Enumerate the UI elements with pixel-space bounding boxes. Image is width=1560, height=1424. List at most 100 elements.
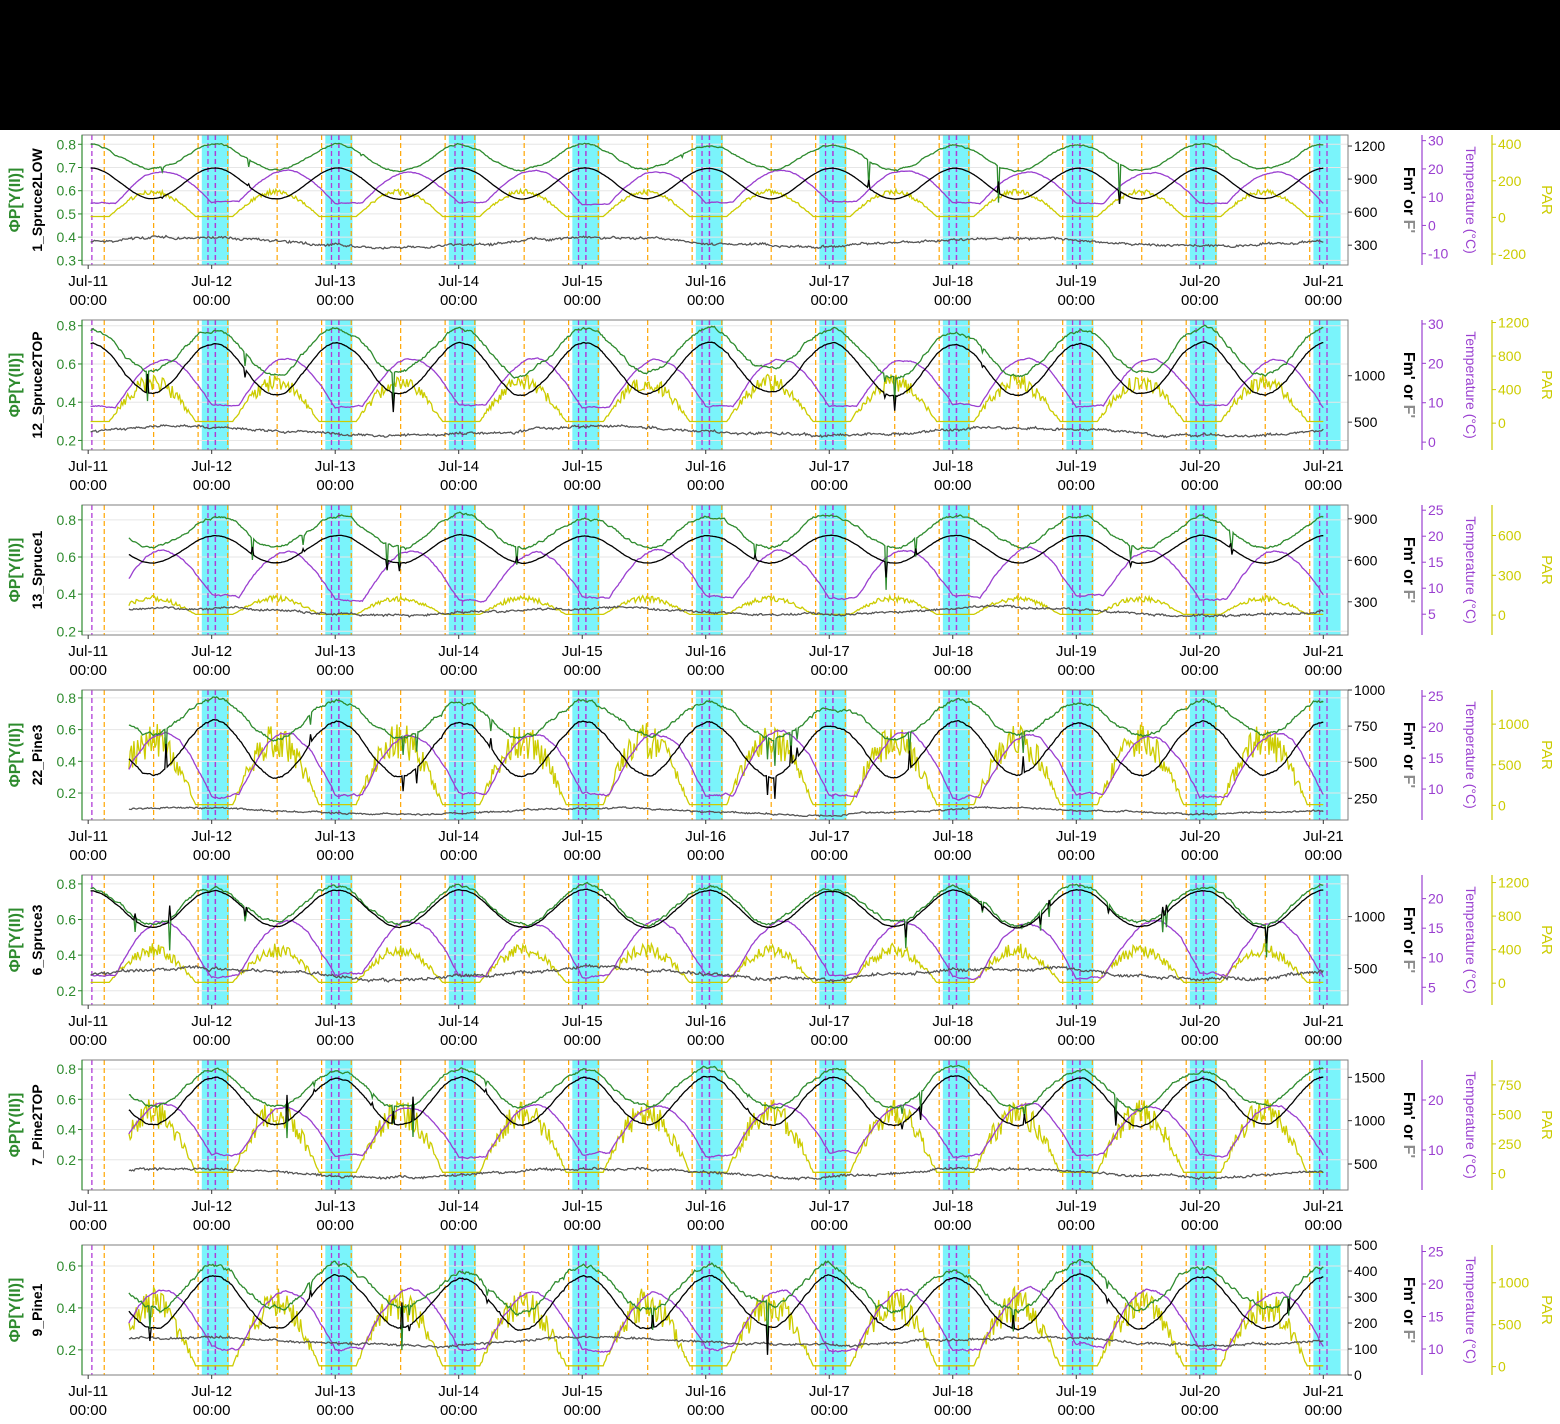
par-tick-label: 300 [1498, 567, 1522, 583]
fm-axis-title-part: Fm' [1400, 537, 1417, 569]
x-tick-time: 00:00 [1181, 1402, 1219, 1419]
panel-13_Spruce1: 0.2 0.4 0.6 0.8 ΦP[Y(II)] 13_Spruce1 300 600 900… [7, 502, 1555, 679]
x-tick-time: 00:00 [934, 1402, 972, 1419]
fm-axis-title-part: F' [1400, 960, 1417, 974]
x-tick-date: Jul-19 [1056, 828, 1097, 845]
fm-tick-label: 600 [1354, 552, 1378, 568]
x-tick-time: 00:00 [1057, 292, 1095, 309]
x-tick-date: Jul-12 [191, 1383, 232, 1400]
x-tick-time: 00:00 [934, 662, 972, 679]
x-tick-time: 00:00 [1305, 847, 1343, 864]
temperature-series [128, 1285, 1324, 1353]
x-tick-date: Jul-16 [685, 1383, 726, 1400]
yield-series [128, 1064, 1324, 1139]
fm-axis-title: Fm' or F' [1400, 167, 1417, 233]
x-tick-date: Jul-20 [1179, 828, 1220, 845]
x-tick-time: 00:00 [1305, 1032, 1343, 1049]
temp-tick-label: 0 [1428, 434, 1436, 450]
x-tick-date: Jul-20 [1179, 273, 1220, 290]
temp-tick-label: 0 [1428, 217, 1436, 233]
x-tick-time: 00:00 [1305, 1217, 1343, 1234]
par-tick-label: 0 [1498, 415, 1506, 431]
x-tick-time: 00:00 [193, 847, 231, 864]
yield-series [90, 324, 1324, 403]
x-tick-date: Jul-18 [932, 828, 973, 845]
fm-axis-title-part: F' [1400, 405, 1417, 419]
par-tick-label: 250 [1498, 1136, 1522, 1152]
fm-tick-label: 1000 [1354, 909, 1385, 925]
par-axis-title: PAR [1538, 1295, 1555, 1325]
fm-axis-title-part: or [1400, 569, 1417, 589]
left-tick-label: 0.2 [57, 785, 77, 801]
x-tick-date: Jul-18 [932, 458, 973, 475]
x-tick-date: Jul-15 [562, 458, 603, 475]
par-axis-title: PAR [1538, 925, 1555, 955]
x-tick-date: Jul-18 [932, 273, 973, 290]
x-tick-time: 00:00 [1181, 847, 1219, 864]
temp-tick-label: 10 [1428, 395, 1444, 411]
x-tick-time: 00:00 [563, 292, 601, 309]
fm-tick-label: 1500 [1354, 1069, 1385, 1085]
temp-tick-label: 20 [1428, 528, 1444, 544]
x-tick-date: Jul-13 [315, 1198, 356, 1215]
fm-axis-title-part: or [1400, 754, 1417, 774]
temp-tick-label: 15 [1428, 750, 1444, 766]
temp-tick-label: 20 [1428, 1092, 1444, 1108]
fm-tick-label: 300 [1354, 237, 1378, 253]
par-tick-label: 400 [1498, 136, 1522, 152]
x-tick-time: 00:00 [563, 662, 601, 679]
temp-tick-label: 10 [1428, 950, 1444, 966]
fm-axis-title: Fm' or F' [1400, 537, 1417, 603]
fm-axis-title-part: or [1400, 199, 1417, 219]
left-axis-title: ΦP[Y(II)] [7, 353, 24, 418]
panel-1_Spruce2LOW: 0.3 0.4 0.5 0.6 0.7 0.8 ΦP[Y(II)] 1_Spruce2LOW 3… [7, 133, 1555, 309]
x-tick-date: Jul-14 [438, 1013, 479, 1030]
temp-tick-label: 15 [1428, 920, 1444, 936]
left-tick-label: 0.8 [57, 512, 77, 528]
x-tick-date: Jul-18 [932, 1013, 973, 1030]
x-tick-date: Jul-20 [1179, 643, 1220, 660]
x-tick-time: 00:00 [316, 1402, 354, 1419]
par-tick-label: 800 [1498, 908, 1522, 924]
left-tick-label: 0.4 [57, 1122, 77, 1138]
temp-tick-label: 15 [1428, 554, 1444, 570]
fm-tick-label: 900 [1354, 511, 1378, 527]
temp-axis-title: Temperature (°C) [1463, 886, 1479, 994]
panel-name: 22_Pine3 [29, 724, 45, 785]
fm-tick-label: 1200 [1354, 138, 1385, 154]
x-tick-time: 00:00 [810, 1032, 848, 1049]
panel-name: 1_Spruce2LOW [29, 147, 45, 251]
temperature-series [128, 729, 1324, 801]
x-tick-time: 00:00 [934, 1032, 972, 1049]
x-tick-date: Jul-16 [685, 828, 726, 845]
x-tick-time: 00:00 [810, 477, 848, 494]
left-tick-label: 0.2 [57, 623, 77, 639]
par-tick-label: -200 [1498, 246, 1526, 262]
x-tick-time: 00:00 [563, 847, 601, 864]
panel-22_Pine3: 0.20.40.60.8ΦP[Y(II)] 22_Pine325050075010… [7, 682, 1555, 864]
x-tick-time: 00:00 [563, 477, 601, 494]
x-tick-time: 00:00 [934, 477, 972, 494]
left-tick-label: 0.6 [57, 183, 77, 199]
par-tick-label: 200 [1498, 173, 1522, 189]
x-tick-time: 00:00 [1057, 1032, 1095, 1049]
par-tick-label: 1200 [1498, 875, 1529, 891]
f-prime-series [128, 604, 1324, 618]
left-tick-label: 0.8 [57, 136, 77, 152]
temp-tick-label: 10 [1428, 1142, 1444, 1158]
x-tick-time: 00:00 [1057, 477, 1095, 494]
x-tick-time: 00:00 [440, 292, 478, 309]
x-tick-time: 00:00 [316, 292, 354, 309]
x-tick-date: Jul-14 [438, 1198, 479, 1215]
fm-axis-title-part: Fm' [1400, 352, 1417, 384]
x-tick-date: Jul-21 [1303, 643, 1344, 660]
fm-axis-title: Fm' or F' [1400, 352, 1417, 418]
x-tick-date: Jul-15 [562, 828, 603, 845]
x-tick-date: Jul-16 [685, 1198, 726, 1215]
f-prime-series [90, 963, 1324, 984]
fm-prime-series [128, 1273, 1324, 1355]
x-tick-date: Jul-15 [562, 1198, 603, 1215]
x-tick-time: 00:00 [1181, 662, 1219, 679]
par-tick-label: 750 [1498, 1077, 1522, 1093]
par-tick-label: 600 [1498, 528, 1522, 544]
